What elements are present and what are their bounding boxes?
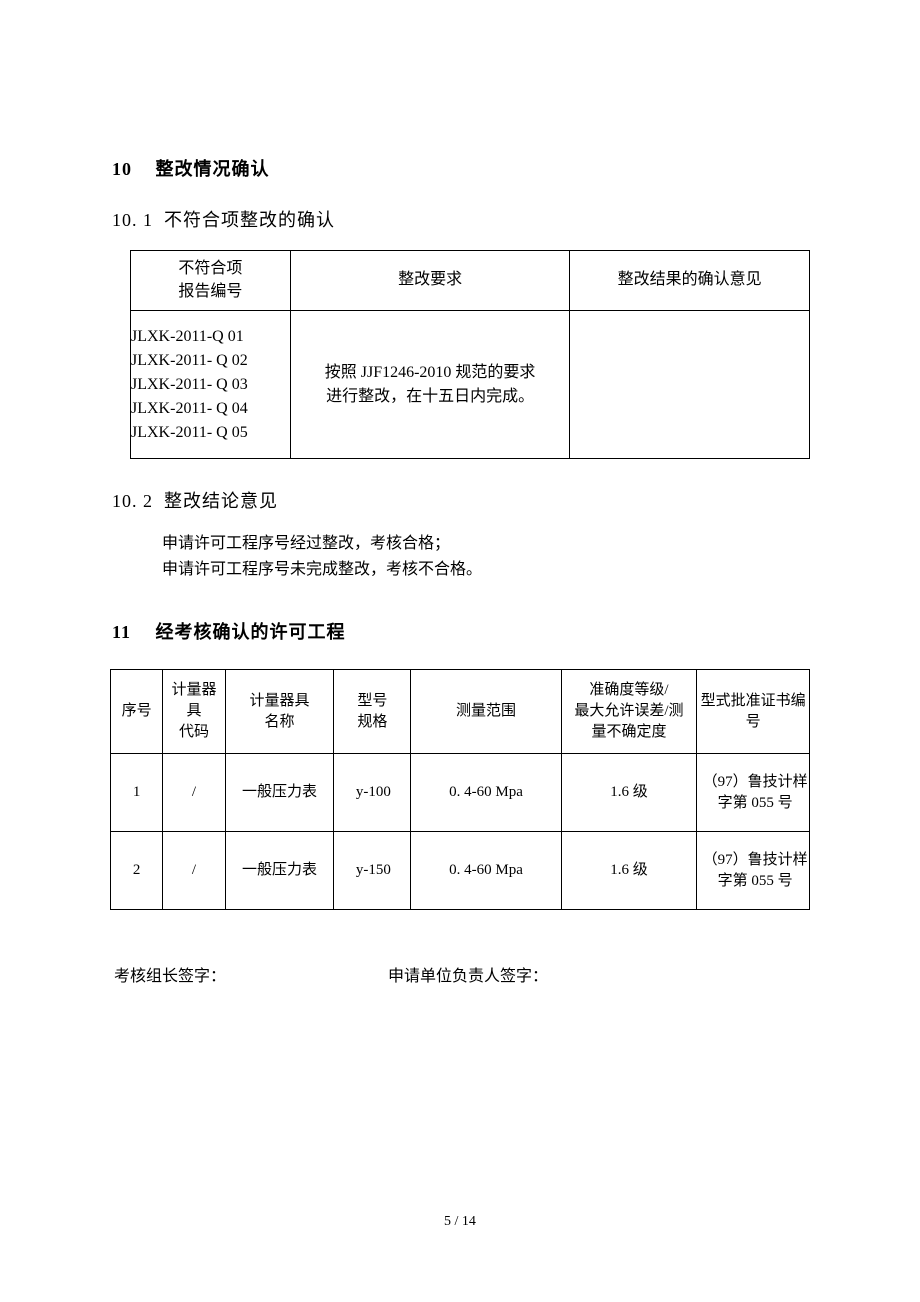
conclusion-text: 申请许可工程序号经过整改，考核合格； 申请许可工程序号未完成整改，考核不合格。 xyxy=(162,531,810,582)
approved-projects-table: 序号 计量器具 代码 计量器具 名称 型号 规格 测量范围 准确度等级/ 最大允… xyxy=(110,669,810,910)
report-id: JLXK-2011- Q 02 xyxy=(131,352,248,369)
header-acc-l1: 准确度等级/ xyxy=(589,682,668,698)
cell-cert: （97）鲁技计样 字第 055 号 xyxy=(697,754,810,832)
cell-model: y-150 xyxy=(334,832,411,910)
header-acc-l3: 量不确定度 xyxy=(591,724,666,740)
cell-range: 0. 4-60 Mpa xyxy=(411,754,561,832)
cell-result xyxy=(570,311,810,459)
cert-l1: （97）鲁技计样 xyxy=(703,774,808,790)
header-cert: 型式批准证书编 号 xyxy=(697,670,810,754)
cell-cert: （97）鲁技计样 字第 055 号 xyxy=(697,832,810,910)
header-model-l1: 型号 xyxy=(357,693,387,709)
cert-l2: 字第 055 号 xyxy=(718,795,793,811)
cell-name: 一般压力表 xyxy=(225,832,334,910)
header-name-l2: 名称 xyxy=(264,714,294,730)
page-content: 10 整改情况确认 10. 1 不符合项整改的确认 不符合项 报告编号 整改要求… xyxy=(0,0,920,986)
header-model: 型号 规格 xyxy=(334,670,411,754)
cell-requirement: 按照 JJF1246-2010 规范的要求 进行整改，在十五日内完成。 xyxy=(290,311,570,459)
header-result: 整改结果的确认意见 xyxy=(570,251,810,311)
header-requirement: 整改要求 xyxy=(290,251,570,311)
page-number: 5 / 14 xyxy=(0,1214,920,1230)
conclusion-line2: 申请许可工程序号未完成整改，考核不合格。 xyxy=(162,561,482,578)
table-row: 2 / 一般压力表 y-150 0. 4-60 Mpa 1.6 级 （97）鲁技… xyxy=(111,832,810,910)
section-11-title: 经考核确认的许可工程 xyxy=(156,622,346,642)
header-col1-line1: 不符合项 xyxy=(178,260,242,277)
signature-leader: 考核组长签字： xyxy=(114,962,226,986)
signature-applicant: 申请单位负责人签字： xyxy=(388,962,548,986)
table-row: 1 / 一般压力表 y-100 0. 4-60 Mpa 1.6 级 （97）鲁技… xyxy=(111,754,810,832)
header-name-l1: 计量器具 xyxy=(249,693,309,709)
cell-code: / xyxy=(163,832,226,910)
cell-model: y-100 xyxy=(334,754,411,832)
rectification-table: 不符合项 报告编号 整改要求 整改结果的确认意见 JLXK-2011-Q 01 … xyxy=(130,250,810,459)
cell-name: 一般压力表 xyxy=(225,754,334,832)
cert-l2: 字第 055 号 xyxy=(718,873,793,889)
section-10-2-title: 整改结论意见 xyxy=(164,491,278,511)
header-code-l1: 计量器具 xyxy=(171,682,216,719)
section-10-title: 整改情况确认 xyxy=(156,159,270,179)
header-seq: 序号 xyxy=(111,670,163,754)
section-10-1-title: 不符合项整改的确认 xyxy=(164,210,335,230)
requirement-line2: 进行整改，在十五日内完成。 xyxy=(326,388,534,405)
conclusion-line1: 申请许可工程序号经过整改，考核合格； xyxy=(162,535,450,552)
section-10-1-heading: 10. 1 不符合项整改的确认 xyxy=(112,206,810,232)
cell-seq: 1 xyxy=(111,754,163,832)
table-row: JLXK-2011-Q 01 JLXK-2011- Q 02 JLXK-2011… xyxy=(131,311,810,459)
section-10-number: 10 xyxy=(112,159,150,180)
table-header-row: 不符合项 报告编号 整改要求 整改结果的确认意见 xyxy=(131,251,810,311)
header-accuracy: 准确度等级/ 最大允许误差/测 量不确定度 xyxy=(561,670,697,754)
cell-accuracy: 1.6 级 xyxy=(561,754,697,832)
cell-range: 0. 4-60 Mpa xyxy=(411,832,561,910)
signature-block: 考核组长签字： 申请单位负责人签字： xyxy=(114,962,810,986)
section-10-1-number: 10. 1 xyxy=(112,210,153,230)
cell-code: / xyxy=(163,754,226,832)
section-10-heading: 10 整改情况确认 xyxy=(112,155,810,181)
report-id: JLXK-2011-Q 01 xyxy=(131,328,244,345)
header-report-number: 不符合项 报告编号 xyxy=(131,251,291,311)
cell-seq: 2 xyxy=(111,832,163,910)
report-id: JLXK-2011- Q 04 xyxy=(131,400,248,417)
cert-l1: （97）鲁技计样 xyxy=(703,852,808,868)
section-11-number: 11 xyxy=(112,622,150,643)
section-10-2-heading: 10. 2 整改结论意见 xyxy=(112,487,810,513)
header-model-l2: 规格 xyxy=(357,714,387,730)
header-col1-line2: 报告编号 xyxy=(178,283,242,300)
requirement-line1: 按照 JJF1246-2010 规范的要求 xyxy=(325,364,536,381)
report-id: JLXK-2011- Q 03 xyxy=(131,376,248,393)
section-11-heading: 11 经考核确认的许可工程 xyxy=(112,618,810,644)
cell-accuracy: 1.6 级 xyxy=(561,832,697,910)
header-code: 计量器具 代码 xyxy=(163,670,226,754)
header-cert-l2: 号 xyxy=(746,714,761,730)
section-10-2-number: 10. 2 xyxy=(112,491,153,511)
report-id: JLXK-2011- Q 05 xyxy=(131,424,248,441)
header-name: 计量器具 名称 xyxy=(225,670,334,754)
table-header-row: 序号 计量器具 代码 计量器具 名称 型号 规格 测量范围 准确度等级/ 最大允… xyxy=(111,670,810,754)
header-code-l2: 代码 xyxy=(179,724,209,740)
cell-report-numbers: JLXK-2011-Q 01 JLXK-2011- Q 02 JLXK-2011… xyxy=(131,311,291,459)
header-range: 测量范围 xyxy=(411,670,561,754)
header-cert-l1: 型式批准证书编 xyxy=(701,693,806,709)
header-acc-l2: 最大允许误差/测 xyxy=(574,703,683,719)
